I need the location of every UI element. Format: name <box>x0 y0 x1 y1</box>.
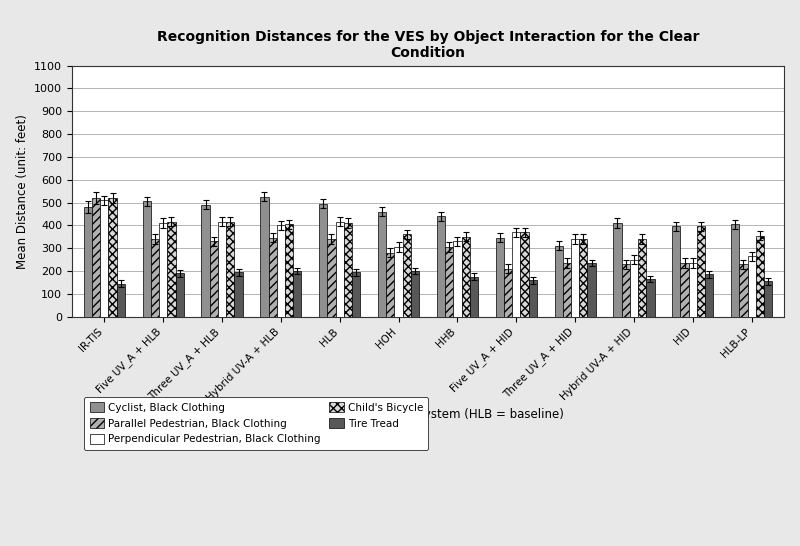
Bar <box>454 241 462 317</box>
Bar <box>462 237 470 317</box>
Bar <box>117 283 125 317</box>
Bar <box>277 225 285 317</box>
Bar <box>260 197 269 317</box>
Bar <box>167 222 175 317</box>
Bar <box>159 223 167 317</box>
Bar <box>109 198 117 317</box>
Bar <box>437 216 445 317</box>
X-axis label: Vision Enhancement System (HLB = baseline): Vision Enhancement System (HLB = baselin… <box>292 408 564 422</box>
Bar <box>151 239 159 317</box>
Bar <box>731 224 739 317</box>
Bar <box>327 239 336 317</box>
Bar <box>571 239 579 317</box>
Bar <box>504 269 512 317</box>
Bar <box>218 222 226 317</box>
Bar <box>529 280 537 317</box>
Bar <box>520 232 529 317</box>
Bar <box>344 223 352 317</box>
Bar <box>587 263 596 317</box>
Bar <box>470 277 478 317</box>
Bar <box>705 275 714 317</box>
Bar <box>402 234 411 317</box>
Bar <box>562 263 571 317</box>
Bar <box>764 281 772 317</box>
Bar <box>697 227 705 317</box>
Bar <box>210 241 218 317</box>
Bar <box>92 198 100 317</box>
Bar <box>386 253 394 317</box>
Bar <box>579 239 587 317</box>
Bar <box>739 264 747 317</box>
Bar <box>512 232 520 317</box>
Bar <box>142 201 151 317</box>
Bar <box>672 227 681 317</box>
Bar <box>234 272 242 317</box>
Bar <box>747 256 756 317</box>
Bar <box>319 204 327 317</box>
Bar <box>175 274 184 317</box>
Bar <box>689 263 697 317</box>
Bar <box>445 247 454 317</box>
Bar <box>681 263 689 317</box>
Bar <box>378 212 386 317</box>
Bar <box>411 271 419 317</box>
Bar <box>202 205 210 317</box>
Bar <box>554 246 562 317</box>
Bar <box>496 238 504 317</box>
Bar <box>614 223 622 317</box>
Bar <box>394 247 402 317</box>
Legend: Cyclist, Black Clothing, Parallel Pedestrian, Black Clothing, Perpendicular Pede: Cyclist, Black Clothing, Parallel Pedest… <box>84 397 429 450</box>
Bar <box>756 236 764 317</box>
Bar <box>294 271 302 317</box>
Bar <box>100 200 109 317</box>
Bar <box>352 272 360 317</box>
Bar <box>269 238 277 317</box>
Bar <box>630 259 638 317</box>
Bar <box>646 279 654 317</box>
Bar <box>226 222 234 317</box>
Title: Recognition Distances for the VES by Object Interaction for the Clear
Condition: Recognition Distances for the VES by Obj… <box>157 30 699 60</box>
Bar <box>638 239 646 317</box>
Bar <box>285 224 294 317</box>
Bar <box>336 222 344 317</box>
Bar <box>84 207 92 317</box>
Y-axis label: Mean Distance (unit: feet): Mean Distance (unit: feet) <box>16 114 29 269</box>
Bar <box>622 264 630 317</box>
